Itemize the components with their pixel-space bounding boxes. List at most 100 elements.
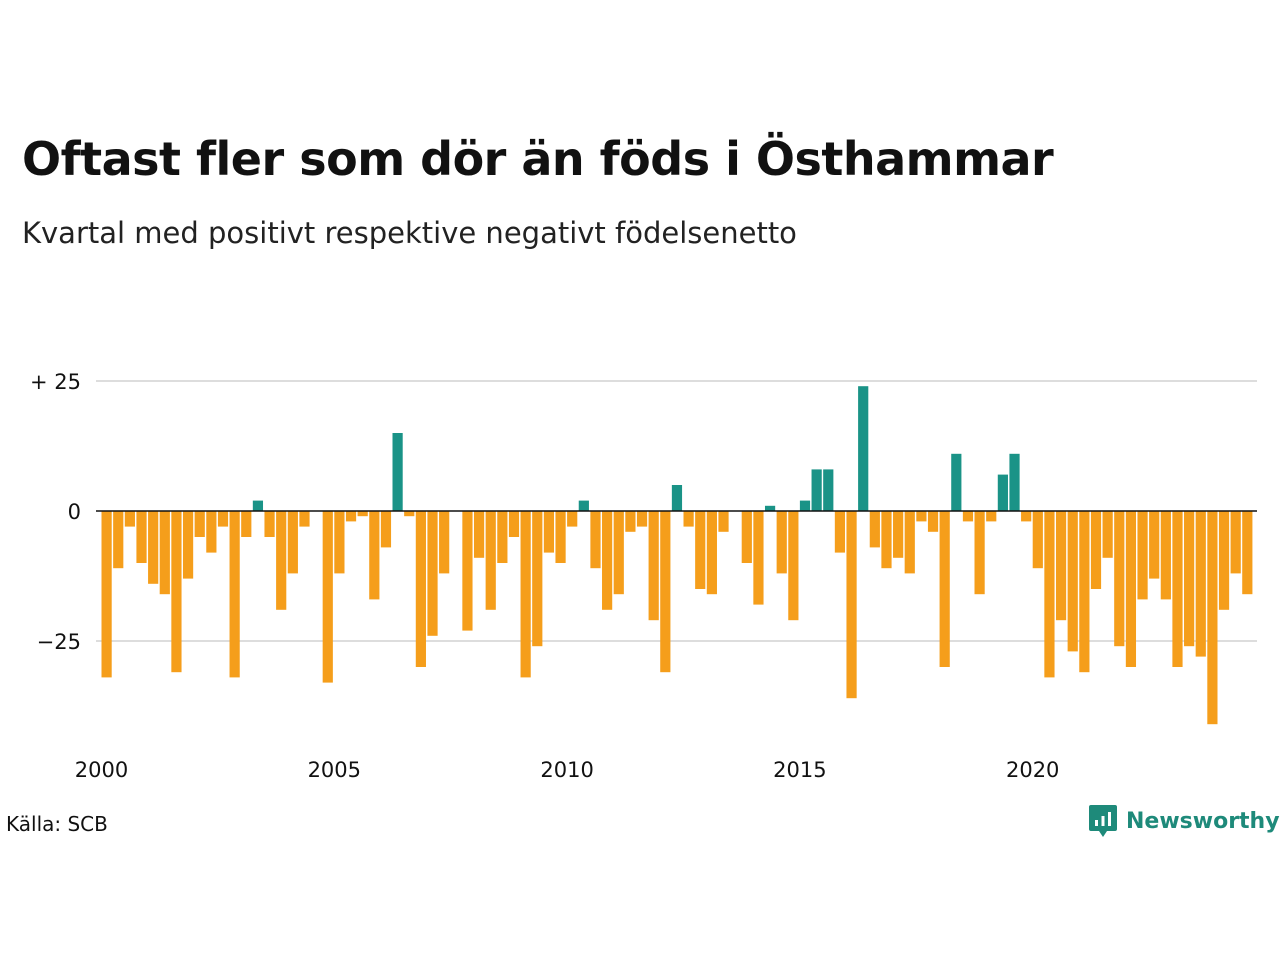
- bar-2018Q2: [951, 453, 962, 511]
- x-axis-labels: 2000 2005 2010 2015 2020: [75, 758, 1060, 782]
- bar-2019Q4: [1021, 511, 1032, 522]
- bar-2009Q1: [520, 511, 531, 678]
- bar-2013Q2: [718, 511, 729, 532]
- bar-2012Q3: [683, 511, 694, 527]
- bar-2015Q4: [834, 511, 846, 553]
- bar-2000Q1: [101, 511, 112, 678]
- bar-2024Q2: [1230, 511, 1241, 574]
- bar-2012Q4: [695, 511, 706, 589]
- bar-2015Q1: [799, 500, 811, 511]
- bar-2013Q4: [741, 511, 752, 563]
- bar-2022Q2: [1137, 511, 1148, 600]
- bar-2007Q4: [462, 511, 473, 631]
- source-note: Källa: SCB: [6, 812, 108, 836]
- bar-2000Q3: [124, 511, 135, 527]
- bar-2001Q2: [159, 511, 170, 595]
- bar-2010Q4: [602, 511, 613, 610]
- x-tick-label: 2000: [75, 758, 128, 782]
- brand-name: Newsworthy: [1126, 808, 1280, 834]
- bar-2002Q3: [217, 511, 229, 527]
- bar-2015Q3: [823, 469, 834, 511]
- y-tick-label: 0: [68, 500, 81, 524]
- newsworthy-logo-icon: [1089, 805, 1117, 837]
- bar-2001Q4: [182, 511, 194, 579]
- bar-2021Q4: [1114, 511, 1125, 647]
- bar-2017Q3: [916, 511, 927, 522]
- bar-2004Q4: [322, 511, 333, 683]
- bar-2011Q4: [648, 511, 659, 621]
- bar-2008Q3: [497, 511, 508, 563]
- bar-2020Q3: [1055, 511, 1067, 621]
- bar-2021Q1: [1079, 511, 1090, 673]
- bar-2020Q2: [1044, 511, 1055, 678]
- bar-2019Q1: [986, 511, 997, 522]
- bar-2003Q4: [276, 511, 287, 610]
- bar-2022Q1: [1125, 511, 1137, 667]
- bar-2013Q1: [706, 511, 717, 595]
- bar-2004Q1: [287, 511, 298, 574]
- bar-2000Q4: [136, 511, 147, 563]
- bar-2017Q2: [904, 511, 915, 574]
- bar-2008Q4: [508, 511, 520, 537]
- bar-2018Q1: [939, 511, 950, 667]
- bar-2020Q4: [1067, 511, 1078, 652]
- bar-2003Q1: [241, 511, 252, 537]
- bar-2012Q1: [660, 511, 671, 673]
- bar-2010Q2: [578, 500, 589, 511]
- bar-2010Q1: [567, 511, 578, 527]
- brand-logo[interactable]: Newsworthy: [1088, 804, 1280, 838]
- bar-2006Q1: [380, 511, 392, 548]
- bar-2018Q3: [962, 511, 974, 522]
- y-axis-labels: + 25 0 −25: [30, 370, 81, 654]
- bar-2007Q1: [427, 511, 438, 636]
- bar-2022Q4: [1160, 511, 1171, 600]
- bar-2019Q2: [997, 474, 1008, 511]
- bar-2022Q3: [1149, 511, 1160, 579]
- chart-title: Oftast fler som dör än föds i Östhammar: [22, 132, 1054, 186]
- bar-2006Q3: [404, 511, 415, 517]
- x-tick-label: 2015: [773, 758, 826, 782]
- bar-2023Q4: [1207, 511, 1218, 725]
- bar-2009Q2: [532, 511, 543, 647]
- bar-2023Q2: [1184, 511, 1195, 647]
- bar-2011Q1: [613, 511, 624, 595]
- bar-2002Q4: [229, 511, 240, 678]
- bar-2024Q1: [1218, 511, 1230, 610]
- bar-2009Q4: [555, 511, 566, 563]
- bar-2016Q1: [846, 511, 857, 699]
- bar-2001Q1: [148, 511, 159, 584]
- y-tick-label: + 25: [30, 370, 81, 394]
- bar-2024Q3: [1242, 511, 1253, 595]
- bar-2011Q2: [625, 511, 636, 532]
- bar-2008Q2: [485, 511, 496, 610]
- x-tick-label: 2020: [1006, 758, 1059, 782]
- bar-2004Q2: [299, 511, 310, 527]
- bar-layer: [101, 386, 1253, 725]
- bar-2003Q3: [264, 511, 275, 537]
- x-tick-label: 2010: [540, 758, 593, 782]
- bar-2003Q2: [252, 500, 264, 511]
- bar-2016Q2: [858, 386, 869, 511]
- bar-2014Q2: [764, 505, 776, 511]
- bar-2005Q1: [334, 511, 345, 574]
- bar-2000Q2: [113, 511, 124, 569]
- bar-2014Q3: [776, 511, 787, 574]
- bar-2014Q4: [788, 511, 799, 621]
- bar-2014Q1: [753, 511, 764, 605]
- bar-2011Q3: [636, 511, 648, 527]
- bar-2005Q3: [357, 511, 368, 517]
- grid-layer: [96, 380, 1257, 642]
- bar-2005Q2: [345, 511, 357, 522]
- bar-2018Q4: [974, 511, 985, 595]
- bar-2010Q3: [590, 511, 601, 569]
- bar-2009Q3: [543, 511, 555, 553]
- x-tick-label: 2005: [308, 758, 361, 782]
- bar-2006Q2: [392, 433, 403, 511]
- bar-2023Q3: [1195, 511, 1206, 657]
- bar-2007Q2: [439, 511, 450, 574]
- chart-subtitle: Kvartal med positivt respektive negativt…: [22, 216, 797, 250]
- y-tick-label: −25: [37, 630, 81, 654]
- bar-2016Q3: [869, 511, 880, 548]
- bar-2021Q2: [1090, 511, 1102, 589]
- bar-2001Q3: [171, 511, 182, 673]
